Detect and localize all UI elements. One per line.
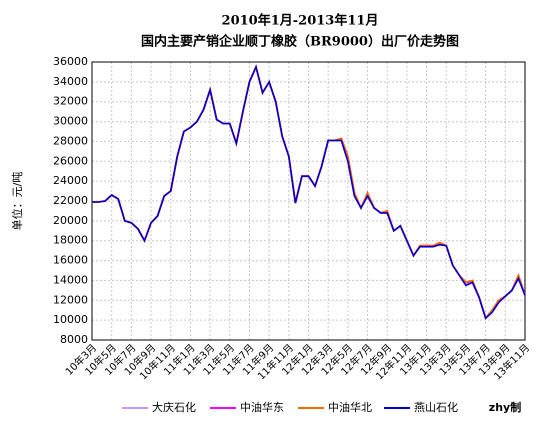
legend-label: 燕山石化 xyxy=(414,400,458,414)
y-tick-label: 12000 xyxy=(53,293,88,306)
y-tick-label: 36000 xyxy=(53,55,88,68)
legend-label: 中油华东 xyxy=(240,400,284,414)
legend-label: 中油华北 xyxy=(328,400,372,414)
legend-label: 大庆石化 xyxy=(152,400,196,414)
y-tick-label: 28000 xyxy=(53,134,88,147)
y-axis-label: 单位：元/吨 xyxy=(10,172,24,231)
plot-border xyxy=(91,61,526,341)
y-tick-label: 32000 xyxy=(53,95,88,108)
chart-subtitle: 国内主要产销企业顺丁橡胶（BR9000）出厂价走势图 xyxy=(141,34,459,50)
y-tick-label: 10000 xyxy=(53,313,88,326)
chart-title: 2010年1月-2013年11月 xyxy=(222,13,379,29)
y-tick-label: 16000 xyxy=(53,254,88,267)
y-tick-label: 24000 xyxy=(53,174,88,187)
y-tick-label: 22000 xyxy=(53,194,88,207)
y-tick-label: 34000 xyxy=(53,75,88,88)
y-tick-label: 8000 xyxy=(60,333,88,346)
series-line xyxy=(92,64,526,320)
y-tick-label: 30000 xyxy=(53,115,88,128)
note: zhy制 xyxy=(489,400,521,414)
y-tick-label: 20000 xyxy=(53,214,88,227)
y-tick-label: 26000 xyxy=(53,154,88,167)
y-tick-label: 18000 xyxy=(53,234,88,247)
y-tick-label: 14000 xyxy=(53,273,88,286)
